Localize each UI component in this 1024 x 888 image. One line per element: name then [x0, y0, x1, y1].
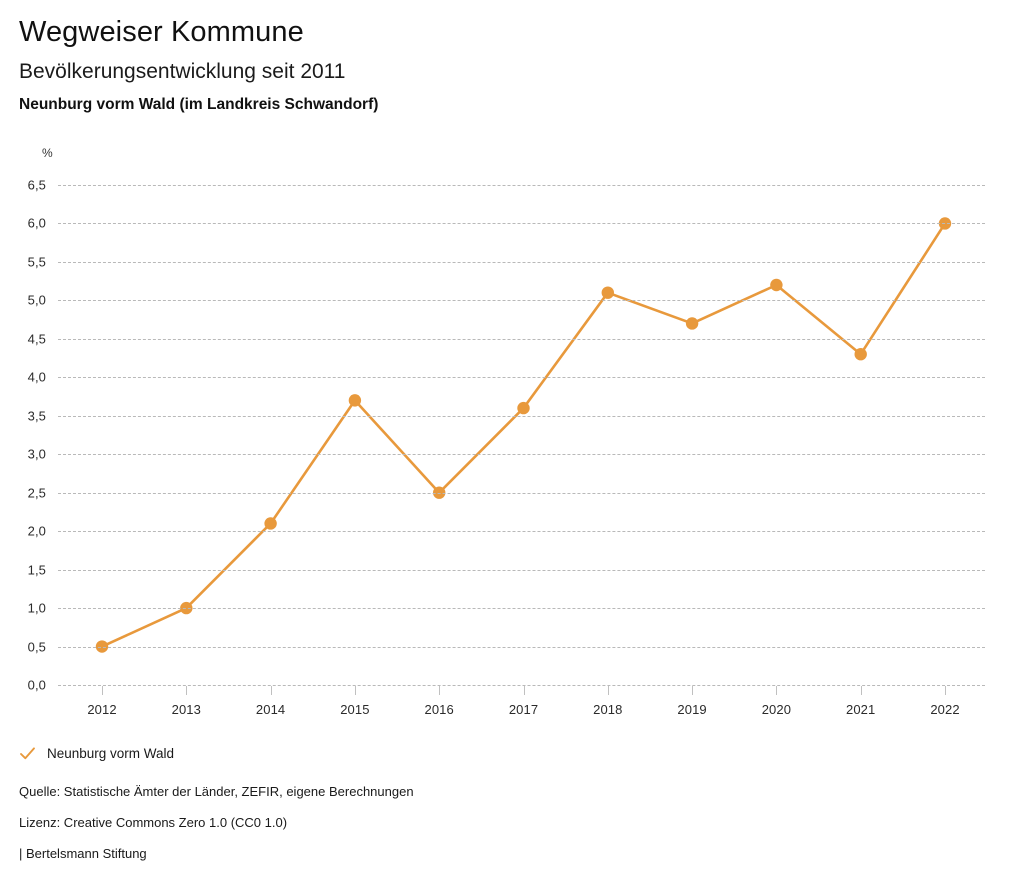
x-axis-tick-label: 2016	[424, 702, 454, 717]
plot-region: 6,5 6,0 5,5 5,0 4,5 4,0 3,5 3,0 2,5 2,0 1,5 1,0 0,5 0…	[0, 140, 1024, 740]
x-axis-tick-mark	[270, 686, 272, 695]
page-title: Wegweiser Kommune	[19, 16, 304, 48]
x-axis-tick-mark	[860, 686, 862, 695]
gridline	[58, 608, 985, 610]
x-axis-tick-mark	[439, 686, 441, 695]
y-axis-tick-label: 4,0	[27, 369, 46, 385]
gridline	[58, 415, 985, 417]
gridline	[58, 338, 985, 340]
y-axis-tick-label: 3,0	[27, 446, 46, 462]
data-point-marker[interactable]	[854, 348, 867, 361]
gridline	[58, 377, 985, 379]
gridline	[58, 185, 985, 186]
x-axis-tick-mark	[186, 686, 188, 695]
y-axis-tick-label: 1,0	[27, 600, 46, 616]
gridline	[58, 685, 985, 686]
x-axis-tick-label: 2012	[87, 702, 117, 717]
x-axis-tick-label: 2013	[171, 702, 201, 717]
gridline	[58, 531, 985, 533]
x-axis-tick-mark	[354, 686, 356, 695]
x-axis-tick-mark	[945, 686, 946, 695]
gridline	[58, 646, 985, 648]
legend-item-label: Neunburg vorm Wald	[47, 746, 175, 761]
x-axis-tick-label: 2014	[255, 702, 286, 717]
x-axis-tick-label: 2020	[761, 702, 792, 717]
series-line	[100, 222, 947, 648]
y-axis-tick-label: 2,0	[27, 523, 46, 539]
footnote-source: Quelle: Statistische Ämter der Länder, Z…	[19, 784, 414, 799]
x-axis-tick-label: 2017	[508, 702, 539, 717]
data-point-marker[interactable]	[685, 317, 699, 330]
header: Wegweiser Kommune Bevölkerungsentwicklun…	[19, 14, 999, 116]
y-axis-tick-label: 3,5	[27, 408, 46, 424]
x-axis-tick-label: 2018	[593, 702, 623, 717]
y-axis-tick-label: 0,0	[27, 677, 46, 693]
y-axis-tick-label: 6,0	[27, 215, 46, 231]
data-point-marker[interactable]	[517, 401, 530, 415]
gridline	[58, 223, 985, 225]
x-axis-tick-label: 2022	[930, 702, 960, 717]
page-subtitle: Bevölkerungsentwicklung seit 2011	[19, 60, 346, 83]
data-point-marker[interactable]	[264, 517, 277, 530]
region-label: Neunburg vorm Wald (im Landkreis Schwand…	[19, 96, 379, 113]
y-axis-tick-label: 2,5	[27, 485, 46, 501]
chart-area: % 6,5 6,0 5,5 5,0 4,5 4,0 3,5 3,0 2,5 2,0 1,5 1,0 0,…	[0, 140, 1024, 740]
footnotes: Quelle: Statistische Ämter der Länder, Z…	[19, 784, 919, 862]
series-line-chart	[95, 217, 952, 653]
y-axis-tick-label: 4,5	[27, 331, 46, 347]
x-axis-tick-mark	[523, 686, 525, 695]
y-axis-tick-label: 5,5	[27, 254, 46, 270]
data-point-marker[interactable]	[601, 286, 614, 299]
gridline	[58, 454, 985, 456]
x-axis-tick-label: 2019	[677, 702, 707, 717]
x-axis-tick-mark	[607, 686, 609, 695]
gridline	[58, 569, 985, 571]
legend[interactable]: Neunburg vorm Wald	[19, 745, 174, 762]
y-axis-tick-label: 0,5	[27, 639, 46, 655]
x-axis-tick-mark	[692, 686, 694, 695]
y-axis-tick-label: 6,5	[27, 177, 46, 193]
y-axis-unit-label: %	[42, 146, 53, 160]
data-point-marker[interactable]	[770, 278, 783, 292]
gridline	[58, 492, 985, 494]
footnote-publisher: | Bertelsmann Stiftung	[19, 846, 147, 861]
gridline	[58, 300, 985, 302]
y-axis-tick-label: 1,5	[27, 562, 46, 578]
gridline	[58, 261, 985, 263]
footnote-license: Lizenz: Creative Commons Zero 1.0 (CC0 1…	[19, 815, 288, 830]
x-axis-tick-mark	[102, 686, 103, 695]
y-axis-tick-label: 5,0	[27, 292, 46, 308]
data-point-marker[interactable]	[348, 394, 362, 407]
x-axis-tick-label: 2021	[846, 702, 876, 717]
check-icon	[19, 745, 36, 762]
x-axis-tick-mark	[776, 686, 778, 695]
x-axis-tick-label: 2015	[340, 702, 370, 717]
